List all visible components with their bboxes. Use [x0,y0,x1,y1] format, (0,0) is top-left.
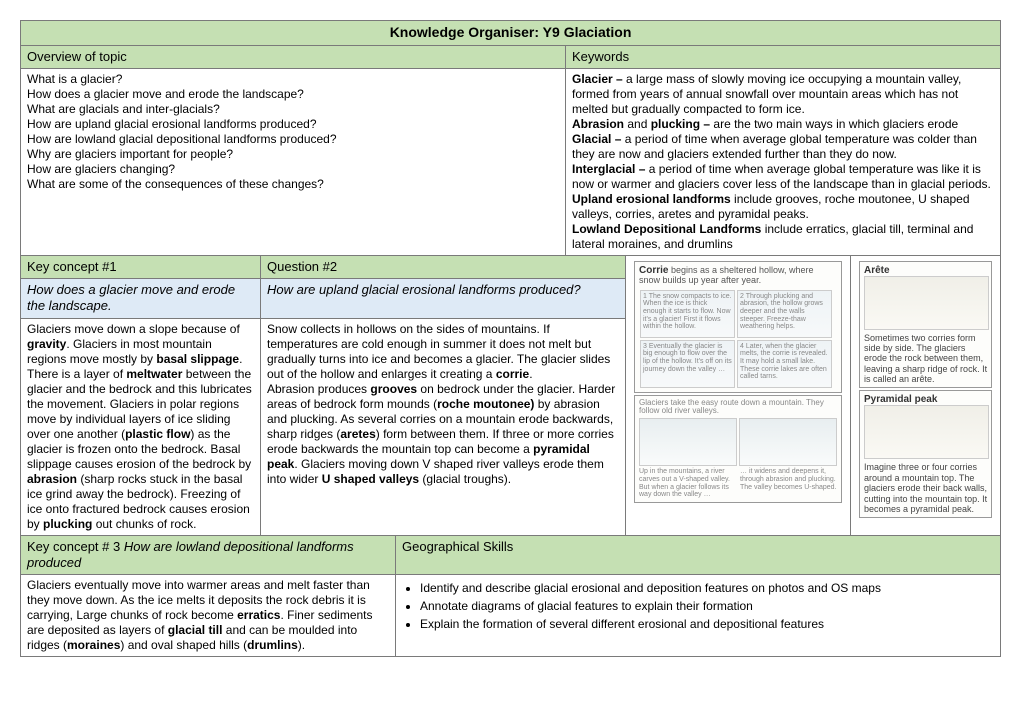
overview-header: Overview of topic [21,45,566,68]
kw-def: are the two main ways in which glaciers … [713,117,958,131]
corrie-panel: 2 Through plucking and abrasion, the hol… [737,290,832,338]
q2-header: Question #2 [261,255,626,278]
pyramidal-title: Pyramidal peak [864,394,987,405]
geoskills-body: Identify and describe glacial erosional … [396,575,1001,657]
kw-term: Glacial – [572,132,625,146]
keywords-cell: Glacier – a large mass of slowly moving … [566,68,1001,255]
ov-line: Why are glaciers important for people? [27,147,559,162]
kw-term: plucking – [651,117,714,131]
corrie-panel: 4 Later, when the glacier melts, the cor… [737,340,832,388]
ov-line: How are lowland glacial depositional lan… [27,132,559,147]
arete-title: Arête [864,265,987,276]
ov-line: What are glacials and inter-glacials? [27,102,559,117]
page-title: Knowledge Organiser: Y9 Glaciation [21,21,1001,46]
ov-line: How are upland glacial erosional landfor… [27,117,559,132]
kw-term: Upland erosional landforms [572,192,734,206]
kw-def: a large mass of slowly moving ice occupy… [572,72,961,116]
kw-def: a period of time when average global tem… [572,132,977,161]
kw-term: Lowland Depositional Landforms [572,222,765,236]
pyramidal-caption: Imagine three or four corries around a m… [864,462,987,514]
diagram-arete-pyramid: Arête Sometimes two corries form side by… [851,255,1001,535]
corrie-panel: 3 Eventually the glacier is big enough t… [640,340,735,388]
diagram-corrie-uvalley: Corrie begins as a sheltered hollow, whe… [626,255,851,535]
q2-sub: How are upland glacial erosional landfor… [261,279,626,319]
pyramidal-sketch [864,405,989,459]
kc1-header: Key concept #1 [21,255,261,278]
arete-sketch [864,276,989,330]
ov-line: How are glaciers changing? [27,162,559,177]
knowledge-organiser-table: Knowledge Organiser: Y9 Glaciation Overv… [20,20,1001,657]
uvalley-panel [639,418,737,466]
kw-term: Interglacial – [572,162,649,176]
uvalley-panel [739,418,837,466]
overview-cell: What is a glacier? How does a glacier mo… [21,68,566,255]
corrie-panel: 1 The snow compacts to ice. When the ice… [640,290,735,338]
q2-body: Snow collects in hollows on the sides of… [261,318,626,535]
arete-caption: Sometimes two corries form side by side.… [864,333,987,385]
skill-item: Identify and describe glacial erosional … [420,581,994,596]
kc1-body: Glaciers move down a slope because of gr… [21,318,261,535]
kc3-body: Glaciers eventually move into warmer are… [21,575,396,657]
kw-term: Glacier – [572,72,626,86]
ov-line: What is a glacier? [27,72,559,87]
keywords-header: Keywords [566,45,1001,68]
skill-item: Annotate diagrams of glacial features to… [420,599,994,614]
kw-text: and [624,117,651,131]
ov-line: How does a glacier move and erode the la… [27,87,559,102]
geoskills-header: Geographical Skills [396,535,1001,575]
ov-line: What are some of the consequences of the… [27,177,559,192]
kc1-sub: How does a glacier move and erode the la… [21,279,261,319]
kw-term: Abrasion [572,117,624,131]
kc3-header: Key concept # 3 How are lowland depositi… [21,535,396,575]
skill-item: Explain the formation of several differe… [420,617,994,632]
